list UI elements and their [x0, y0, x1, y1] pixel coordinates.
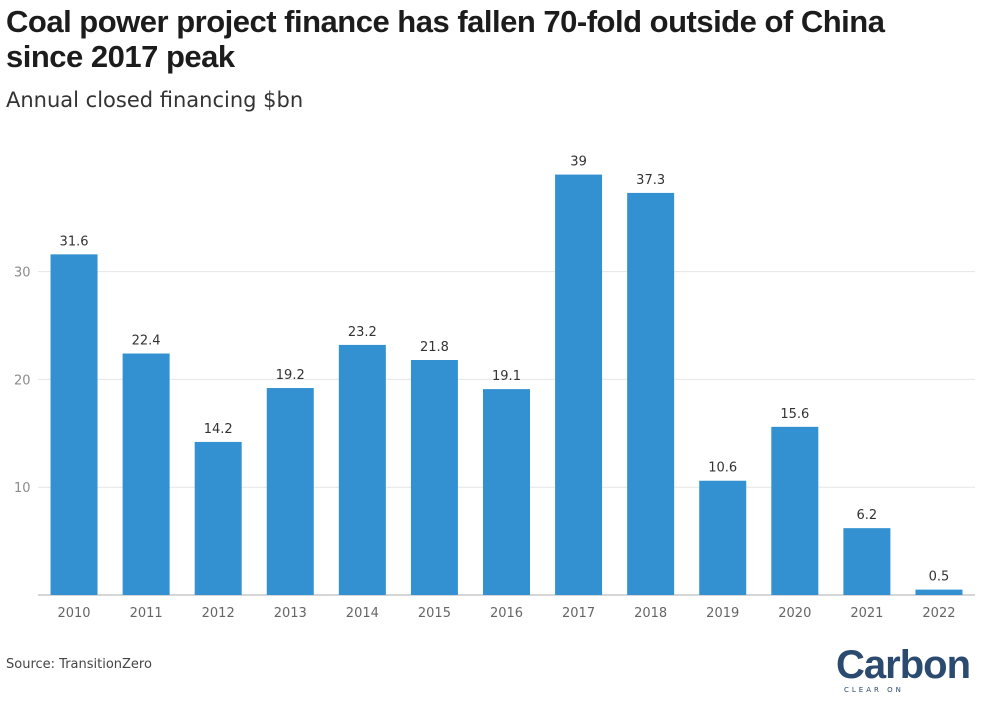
data-label: 6.2	[857, 508, 878, 523]
x-tick-label: 2011	[130, 606, 163, 621]
bar-2016	[483, 389, 530, 595]
data-label: 0.5	[929, 570, 950, 585]
x-axis-ticks: 2010 2011 2012 2013 2014 2015 2016 2017 2018 2019…	[57, 606, 955, 621]
data-label: 31.6	[60, 234, 89, 249]
x-tick-label: 2014	[346, 606, 379, 621]
x-tick-label: 2022	[922, 606, 955, 621]
bar-2017	[555, 174, 603, 595]
y-tick-label: 10	[14, 481, 31, 496]
x-tick-label: 2013	[274, 606, 307, 621]
x-tick-label: 2019	[706, 606, 739, 621]
data-label: 22.4	[132, 334, 161, 349]
data-label: 19.2	[276, 368, 305, 383]
x-tick-label: 2012	[202, 606, 235, 621]
bar-2012	[194, 441, 242, 595]
data-label: 23.2	[348, 325, 377, 340]
bar-2020	[771, 426, 819, 595]
bar-2021	[843, 528, 891, 595]
bar-2010	[50, 254, 98, 596]
chart-title: Coal power project finance has fallen 70…	[6, 4, 885, 74]
chart-subtitle: Annual closed financing $bn	[6, 88, 304, 112]
y-tick-label: 30	[14, 266, 31, 281]
x-tick-label: 2016	[490, 606, 523, 621]
x-tick-label: 2010	[57, 606, 90, 621]
x-tick-label: 2015	[418, 606, 451, 621]
data-labels: 31.6 22.4 14.2 19.2 23.2 21.8 19.1 39 37.3 10.6 15…	[60, 155, 950, 585]
bar-2018	[627, 192, 675, 595]
x-tick-label: 2021	[850, 606, 883, 621]
bar-2022	[915, 589, 963, 595]
bar-2015	[410, 359, 458, 595]
bar-2019	[699, 480, 747, 595]
data-label: 39	[570, 155, 587, 170]
bar-2011	[122, 353, 170, 595]
data-label: 10.6	[708, 461, 737, 476]
data-label: 15.6	[780, 407, 809, 422]
data-label: 14.2	[204, 422, 233, 437]
data-label: 21.8	[420, 340, 449, 355]
bar-2013	[266, 388, 314, 595]
carbon-brief-logo: Carbon CLEAR ON	[836, 642, 996, 698]
y-axis-ticks: 10 20 30	[14, 266, 31, 497]
y-tick-label: 20	[14, 373, 31, 388]
bar-2014	[338, 344, 386, 595]
x-tick-label: 2017	[562, 606, 595, 621]
bar-chart: 31.6 22.4 14.2 19.2 23.2 21.8 19.1 39 37.3 10.6 15…	[14, 155, 975, 621]
x-tick-label: 2020	[778, 606, 811, 621]
source-note: Source: TransitionZero	[6, 657, 152, 672]
data-label: 19.1	[492, 369, 521, 384]
bars	[50, 174, 963, 596]
x-tick-label: 2018	[634, 606, 667, 621]
logo-tagline: CLEAR ON	[844, 686, 904, 694]
data-label: 37.3	[636, 173, 665, 188]
logo-wordmark: Carbon	[836, 643, 971, 687]
